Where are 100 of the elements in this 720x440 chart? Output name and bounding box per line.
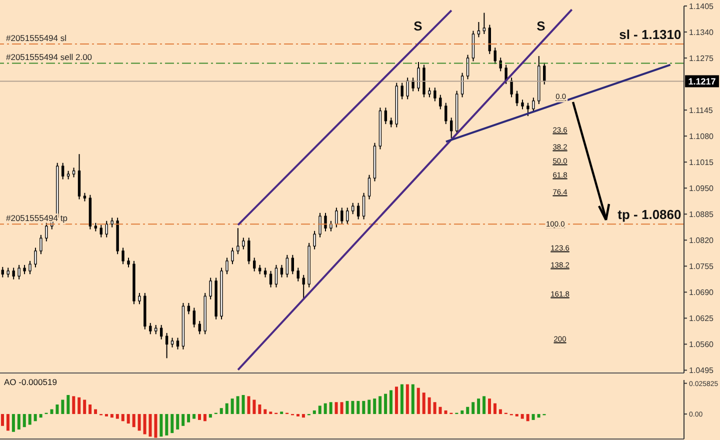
bar (526, 414, 530, 422)
annotation: tp - 1.0860 (618, 207, 682, 222)
bar (493, 403, 496, 414)
bar (400, 384, 404, 414)
candlestick (12, 267, 15, 280)
candlestick (510, 77, 513, 98)
bar (428, 397, 431, 414)
bar (110, 414, 114, 418)
bar (121, 414, 124, 422)
bar (269, 412, 272, 414)
candlestick (192, 307, 196, 328)
bar (340, 402, 344, 414)
bar (477, 398, 480, 414)
candlestick (1, 266, 4, 278)
bar (138, 414, 141, 431)
candlestick (444, 102, 448, 125)
bar (17, 414, 20, 430)
y-tick-label: 1.1275 (689, 54, 714, 63)
candlestick (149, 322, 152, 335)
candlestick (460, 72, 464, 98)
bar (482, 396, 486, 414)
y-tick-label: 1.1340 (689, 28, 714, 37)
y-tick-label: 1.0625 (689, 314, 714, 324)
candlestick (138, 292, 141, 305)
candlestick (231, 247, 234, 265)
candlestick (176, 337, 180, 350)
y-tick-label: 1.0820 (689, 236, 714, 245)
candlestick (406, 77, 409, 100)
bar (66, 394, 70, 414)
candlestick (187, 302, 190, 315)
candlestick (494, 47, 496, 65)
bar (126, 414, 130, 424)
candlestick (110, 217, 114, 228)
candlestick (428, 87, 431, 98)
candlestick (122, 247, 124, 265)
bar (264, 409, 267, 414)
bar (28, 414, 32, 425)
bar (318, 406, 322, 414)
bar (247, 396, 250, 414)
y-tick-label: 1.0690 (689, 288, 714, 297)
y-tick-label: 1.1080 (689, 132, 714, 141)
candlestick (368, 174, 371, 200)
bar (220, 408, 223, 414)
candlestick (18, 264, 20, 280)
bar (520, 414, 524, 419)
bar (329, 402, 332, 414)
bar (416, 388, 420, 414)
candlestick (28, 260, 32, 275)
bar (312, 410, 316, 414)
candlestick (280, 264, 284, 278)
candlestick (209, 277, 212, 300)
bar (537, 414, 540, 418)
bar (422, 392, 426, 414)
candlestick (499, 57, 502, 72)
candlestick (504, 64, 508, 85)
bar (176, 414, 180, 430)
bar (324, 403, 327, 414)
bar (192, 414, 196, 419)
bar (406, 384, 409, 414)
candlestick (296, 267, 300, 282)
bar (236, 396, 240, 414)
bar (384, 394, 388, 414)
candlestick (105, 220, 108, 238)
y-tick-label: 1.0755 (689, 262, 714, 271)
bar (34, 414, 37, 422)
bar (56, 404, 59, 414)
candlestick (302, 274, 305, 300)
candlestick (384, 107, 388, 125)
bar (394, 386, 398, 414)
candlestick (286, 254, 289, 278)
bar (362, 400, 366, 414)
chart-title: AO -0.000519 (4, 377, 57, 387)
bar (6, 414, 10, 431)
bar (208, 414, 212, 418)
candlestick (165, 332, 168, 359)
candlestick (356, 202, 360, 220)
bar (94, 409, 98, 414)
bar (444, 410, 448, 414)
bar (346, 400, 349, 414)
candlestick (400, 82, 404, 100)
candlestick (532, 97, 535, 113)
candlestick (34, 247, 37, 268)
bar (368, 400, 371, 414)
candlestick (198, 320, 201, 335)
bar (182, 414, 185, 426)
candlestick (61, 162, 64, 180)
candlestick (352, 202, 354, 215)
bar (498, 409, 502, 414)
candlestick (264, 267, 267, 278)
bar (61, 400, 64, 414)
candlestick (291, 254, 294, 275)
candlestick (318, 212, 322, 238)
candlestick (160, 324, 163, 340)
ref-line-label: #2051555494 sell 2.00 (6, 52, 92, 62)
bar (198, 414, 201, 420)
y-tick-label: 1.0950 (689, 184, 714, 193)
bar (143, 414, 146, 434)
bar (78, 397, 81, 414)
y-tick-label: 1.0495 (689, 366, 714, 376)
bar (1, 414, 4, 426)
